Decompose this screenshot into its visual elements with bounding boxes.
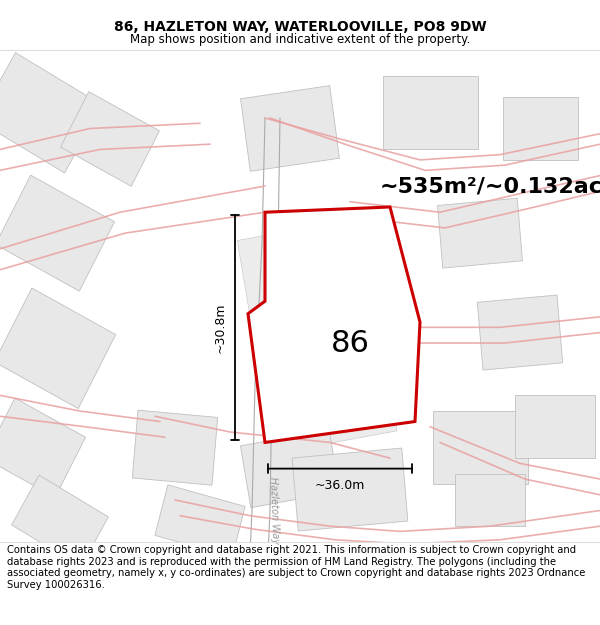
Polygon shape (0, 398, 86, 498)
Polygon shape (515, 396, 595, 458)
Text: Contains OS data © Crown copyright and database right 2021. This information is : Contains OS data © Crown copyright and d… (7, 545, 586, 590)
Polygon shape (455, 474, 525, 526)
Text: Hazleton Way: Hazleton Way (268, 236, 280, 304)
Text: 86, HAZLETON WAY, WATERLOOVILLE, PO8 9DW: 86, HAZLETON WAY, WATERLOOVILLE, PO8 9DW (113, 20, 487, 34)
Text: 86: 86 (331, 329, 370, 357)
Polygon shape (241, 86, 340, 171)
Polygon shape (11, 475, 109, 567)
Polygon shape (383, 76, 478, 149)
Polygon shape (248, 207, 420, 442)
Polygon shape (503, 97, 577, 160)
Text: ~36.0m: ~36.0m (315, 479, 365, 492)
Polygon shape (0, 175, 115, 291)
Polygon shape (155, 485, 245, 557)
Polygon shape (0, 52, 102, 173)
Text: ~30.8m: ~30.8m (214, 302, 227, 352)
Text: Hazleton Way: Hazleton Way (268, 477, 280, 544)
Polygon shape (292, 448, 408, 531)
Polygon shape (263, 338, 397, 452)
Polygon shape (61, 92, 160, 186)
Polygon shape (433, 411, 527, 484)
Text: ~535m²/~0.132ac.: ~535m²/~0.132ac. (380, 176, 600, 196)
Polygon shape (478, 295, 563, 370)
Polygon shape (238, 217, 383, 344)
Polygon shape (241, 429, 340, 508)
Polygon shape (133, 410, 218, 485)
Polygon shape (437, 198, 523, 268)
Text: Map shows position and indicative extent of the property.: Map shows position and indicative extent… (130, 34, 470, 46)
Polygon shape (0, 288, 116, 409)
